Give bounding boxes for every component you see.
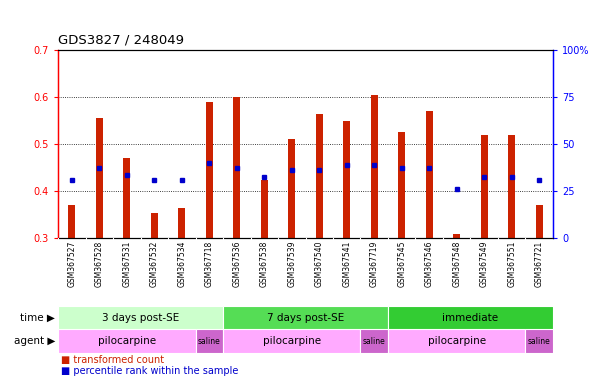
Text: GSM367541: GSM367541 (342, 240, 351, 287)
Bar (343, 121, 350, 238)
Text: pilocarpine: pilocarpine (263, 336, 321, 346)
Text: GSM367549: GSM367549 (480, 240, 489, 287)
Bar (525, 329, 553, 353)
Bar (233, 97, 240, 238)
Bar (398, 132, 405, 238)
Bar (388, 329, 525, 353)
Bar (68, 205, 75, 238)
Text: GSM367528: GSM367528 (95, 240, 104, 287)
Bar (453, 234, 460, 238)
Bar (58, 329, 196, 353)
Bar (96, 118, 103, 238)
Bar (360, 329, 388, 353)
Text: 7 days post-SE: 7 days post-SE (267, 313, 344, 323)
Text: ■ percentile rank within the sample: ■ percentile rank within the sample (61, 366, 238, 376)
Text: GDS3827 / 248049: GDS3827 / 248049 (58, 33, 184, 46)
Text: saline: saline (363, 337, 386, 346)
Text: GSM367548: GSM367548 (452, 240, 461, 287)
Text: immediate: immediate (442, 313, 499, 323)
Bar (58, 306, 223, 329)
Text: agent ▶: agent ▶ (13, 336, 55, 346)
Text: GSM367719: GSM367719 (370, 240, 379, 287)
Text: saline: saline (198, 337, 221, 346)
Bar (178, 208, 185, 238)
Text: saline: saline (528, 337, 551, 346)
Bar (288, 139, 295, 238)
Text: GSM367536: GSM367536 (232, 240, 241, 287)
Text: GSM367538: GSM367538 (260, 240, 269, 287)
Text: pilocarpine: pilocarpine (98, 336, 156, 346)
Text: GSM367545: GSM367545 (397, 240, 406, 287)
Bar (261, 180, 268, 238)
Bar (206, 102, 213, 238)
Text: GSM367531: GSM367531 (122, 240, 131, 287)
Bar (196, 329, 223, 353)
Text: GSM367718: GSM367718 (205, 240, 214, 287)
Text: GSM367540: GSM367540 (315, 240, 324, 287)
Bar (151, 212, 158, 238)
Text: GSM367551: GSM367551 (507, 240, 516, 287)
Text: GSM367532: GSM367532 (150, 240, 159, 287)
Bar (371, 95, 378, 238)
Text: GSM367539: GSM367539 (287, 240, 296, 287)
Text: GSM367546: GSM367546 (425, 240, 434, 287)
Text: GSM367527: GSM367527 (67, 240, 76, 287)
Bar (388, 306, 553, 329)
Text: 3 days post-SE: 3 days post-SE (102, 313, 179, 323)
Bar (316, 114, 323, 238)
Text: time ▶: time ▶ (20, 313, 55, 323)
Bar (481, 135, 488, 238)
Bar (223, 306, 388, 329)
Bar (508, 135, 515, 238)
Text: ■ transformed count: ■ transformed count (61, 355, 164, 365)
Bar (536, 205, 543, 238)
Bar (223, 329, 360, 353)
Text: GSM367534: GSM367534 (177, 240, 186, 287)
Bar (426, 111, 433, 238)
Bar (123, 158, 130, 238)
Text: GSM367721: GSM367721 (535, 240, 544, 287)
Text: pilocarpine: pilocarpine (428, 336, 486, 346)
